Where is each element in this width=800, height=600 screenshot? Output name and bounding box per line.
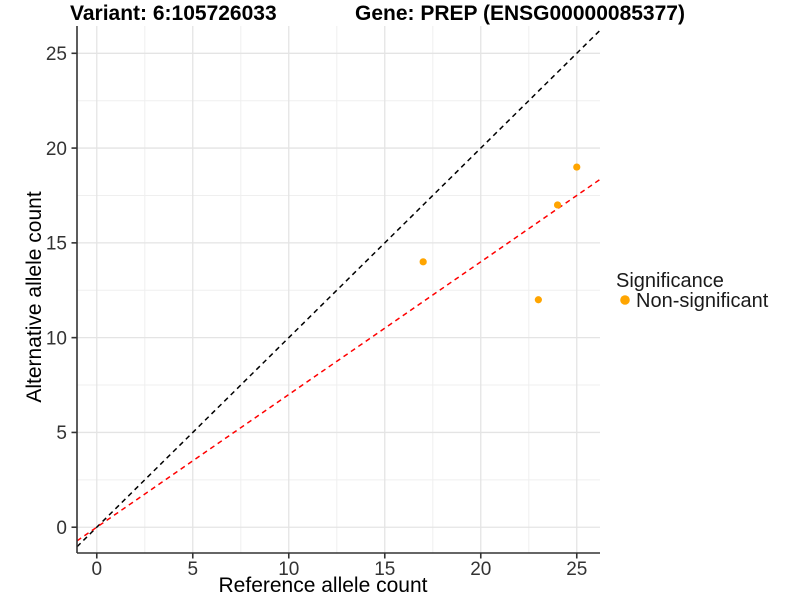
x-axis-title: Reference allele count — [219, 574, 428, 597]
x-tick-label: 0 — [91, 559, 102, 580]
y-tick-label: 5 — [56, 423, 67, 444]
grid-layer — [77, 26, 600, 553]
y-tick-label: 25 — [46, 44, 67, 65]
plot-title-gene: Gene: PREP (ENSG00000085377) — [355, 2, 685, 25]
data-point — [553, 201, 562, 209]
x-tick-label: 5 — [187, 559, 198, 580]
axis-layer: 0 5 10 15 20 25 0 5 10 15 20 25 — [46, 26, 600, 580]
y-tick-label: 20 — [46, 139, 67, 160]
reference-line-layer — [77, 29, 600, 548]
legend-title: Significance — [616, 270, 724, 292]
plot-title-variant: Variant: 6:105726033 — [70, 2, 277, 25]
x-tick-label: 25 — [566, 559, 587, 580]
data-point-layer — [419, 163, 581, 304]
x-tick-label: 15 — [374, 559, 395, 580]
legend-item-label: Non-significant — [636, 290, 769, 312]
identity-line — [77, 29, 600, 548]
y-tick-label: 15 — [46, 234, 67, 255]
y-axis-title: Alternative allele count — [23, 191, 46, 402]
legend: Significance Non-significant — [616, 270, 769, 312]
expected-ratio-line — [77, 178, 600, 542]
legend-point-icon — [620, 295, 630, 305]
x-tick-label: 10 — [278, 559, 299, 580]
y-tick-label: 0 — [56, 518, 67, 539]
data-point — [573, 163, 581, 171]
y-tick-label: 10 — [46, 328, 67, 349]
x-tick-label: 20 — [470, 559, 491, 580]
data-point — [419, 258, 427, 266]
data-point — [534, 296, 542, 304]
